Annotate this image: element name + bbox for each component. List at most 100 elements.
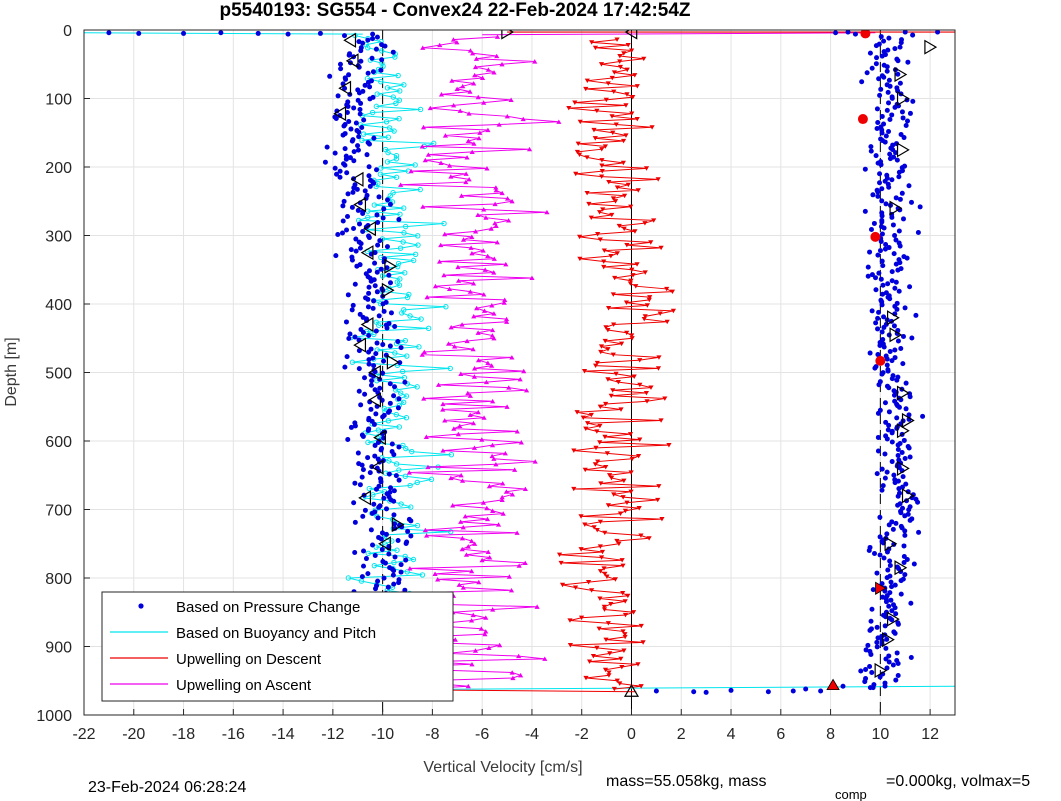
descent-point <box>599 163 605 168</box>
ascent-point <box>526 146 533 152</box>
descent-point <box>591 525 597 530</box>
pressure-point <box>907 454 913 460</box>
pressure-point <box>875 326 881 332</box>
descent-point <box>586 659 593 664</box>
x-axis-label: Vertical Velocity [cm/s] <box>423 759 582 776</box>
ascent-point <box>475 212 481 218</box>
direction-marker-left <box>353 197 367 213</box>
descent-point <box>611 70 617 75</box>
pressure-point <box>869 65 875 71</box>
pressure-point <box>878 136 884 142</box>
pressure-point <box>891 629 897 635</box>
pressure-point <box>403 540 409 546</box>
pressure-point <box>876 41 882 47</box>
descent-point <box>605 347 611 352</box>
descent-point <box>601 248 607 253</box>
ascent-point <box>437 42 443 48</box>
pressure-point <box>892 233 898 238</box>
pressure-point <box>902 305 908 311</box>
buoyancy-point <box>396 467 402 473</box>
ascent-point <box>481 308 488 313</box>
descent-point <box>623 103 629 108</box>
ascent-point <box>514 530 520 535</box>
buoyancy-point <box>399 310 405 316</box>
buoyancy-point <box>406 291 412 298</box>
pressure-point <box>878 34 884 40</box>
pressure-point <box>881 121 887 127</box>
ascent-point <box>514 429 520 434</box>
pressure-point <box>354 263 360 269</box>
ascent-point <box>532 459 538 464</box>
pressure-point <box>396 216 402 222</box>
y-tick-label: 800 <box>45 571 72 588</box>
ascent-point <box>467 48 474 53</box>
pressure-point <box>885 89 891 95</box>
ascent-point <box>481 292 487 297</box>
direction-marker-left <box>358 490 372 506</box>
pressure-point <box>364 152 370 158</box>
ascent-point <box>473 56 480 61</box>
ascent-point <box>485 67 491 72</box>
pressure-point <box>891 251 897 257</box>
pressure-point <box>376 194 382 200</box>
pressure-point <box>324 144 330 150</box>
pressure-point <box>344 213 350 219</box>
grid <box>83 29 955 716</box>
pressure-point <box>347 155 353 161</box>
pressure-point <box>877 514 883 520</box>
ascent-point <box>467 393 474 398</box>
pressure-point <box>382 43 388 49</box>
descent-point <box>611 322 617 327</box>
pressure-point <box>357 482 363 488</box>
ascent-point <box>464 155 470 160</box>
pressure-point <box>902 532 908 538</box>
descent-point <box>643 166 650 171</box>
pressure-point <box>345 436 351 442</box>
pressure-point <box>896 174 902 180</box>
pressure-point <box>889 269 895 275</box>
pressure-point <box>374 34 380 40</box>
pressure-point <box>365 79 371 85</box>
descent-point <box>629 267 635 273</box>
descent-point <box>602 338 608 344</box>
descent-point <box>602 434 608 440</box>
pressure-point <box>384 265 390 271</box>
ascent-point <box>499 61 505 67</box>
pressure-point <box>345 292 351 298</box>
ascent-point <box>485 253 491 259</box>
pressure-point <box>353 248 359 254</box>
pressure-point <box>352 519 358 525</box>
ascent-point <box>460 237 467 242</box>
buoyancy-point <box>397 88 403 94</box>
ascent-point <box>499 190 505 196</box>
descent-point <box>638 684 644 689</box>
pressure-point <box>381 206 387 212</box>
ascent-point <box>483 379 490 385</box>
y-tick-label: 0 <box>63 23 72 40</box>
pressure-point <box>906 183 912 189</box>
ascent-point <box>475 357 482 363</box>
pressure-point <box>366 333 372 339</box>
pressure-point <box>358 402 364 408</box>
ascent-point <box>448 324 454 330</box>
pressure-point <box>386 471 392 477</box>
legend-pressure-label: Based on Pressure Change <box>176 599 360 616</box>
pressure-point <box>365 37 371 43</box>
descent-point <box>588 215 594 221</box>
descent-point <box>664 319 670 325</box>
ascent-point <box>481 207 487 212</box>
pressure-point <box>882 623 888 629</box>
descent-point <box>578 615 585 621</box>
ascent-point <box>485 360 491 365</box>
ascent-point <box>435 577 441 582</box>
descent-point <box>638 623 644 629</box>
descent-point <box>636 453 642 459</box>
pressure-point <box>391 568 397 574</box>
pressure-point <box>362 82 368 88</box>
buoyancy-point <box>384 159 391 165</box>
x-tick-label: 4 <box>727 726 736 743</box>
buoyancy-point <box>371 331 377 338</box>
pressure-point <box>375 515 381 521</box>
descent-point <box>618 656 624 662</box>
pressure-point <box>880 263 886 269</box>
